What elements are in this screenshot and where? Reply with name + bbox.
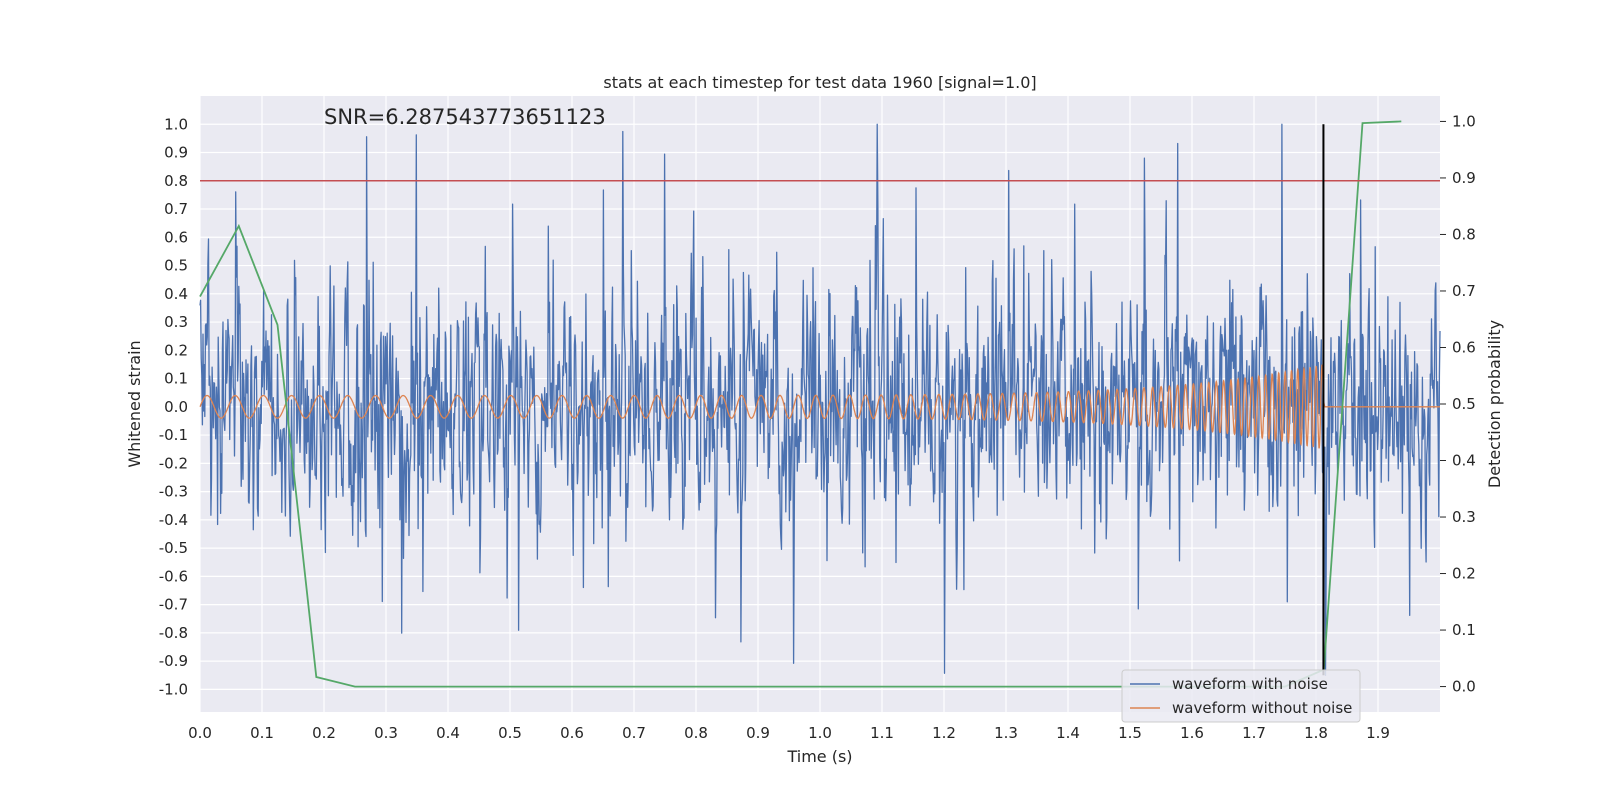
y-tick-label-right: 0.2 [1452, 565, 1476, 583]
y-tick-label-left: 0.5 [164, 257, 188, 275]
legend-label-noisy: waveform with noise [1172, 675, 1328, 693]
y-tick-label-left: 0.6 [164, 228, 188, 246]
y-tick-label-right: 0.6 [1452, 338, 1476, 356]
x-axis-label: Time (s) [786, 747, 852, 766]
x-tick-label: 1.4 [1056, 724, 1080, 742]
x-tick-label: 0.9 [746, 724, 770, 742]
series-waveform-with-noise [199, 123, 1441, 677]
axis-ticks: 0.0 0.1 0.2 0.3 0.4 0.5 0.6 0.7 0.8 0.9 1.0 1.1 1.2 1… [159, 112, 1476, 742]
x-tick-label: 0.8 [684, 724, 708, 742]
reference-lines [200, 124, 1440, 676]
x-tick-label: 1.1 [870, 724, 894, 742]
x-tick-label: 1.0 [808, 724, 832, 742]
y-tick-label-left: -0.9 [159, 652, 188, 670]
x-tick-label: 0.7 [622, 724, 646, 742]
y-tick-label-right: 0.5 [1452, 395, 1476, 413]
legend-label-clean: waveform without noise [1172, 699, 1352, 717]
x-tick-label: 0.4 [436, 724, 460, 742]
x-tick-label: 1.7 [1242, 724, 1266, 742]
legend-box [1121, 669, 1361, 723]
y-tick-label-left: 0.9 [164, 144, 188, 162]
y-tick-label-left: 0.4 [164, 285, 188, 303]
y-tick-label-left: -0.4 [159, 511, 188, 529]
x-tick-label: 1.6 [1180, 724, 1204, 742]
x-tick-label: 0.3 [374, 724, 398, 742]
y-axis-label-left: Whitened strain [125, 340, 144, 467]
x-tick-label: 1.9 [1366, 724, 1390, 742]
y-tick-label-right: 0.0 [1452, 678, 1476, 696]
y-tick-label-right: 0.7 [1452, 282, 1476, 300]
x-tick-label: 0.1 [250, 724, 274, 742]
legend: waveform with noise waveform without noi… [1121, 669, 1361, 723]
x-tick-label: 1.2 [932, 724, 956, 742]
x-tick-label: 1.3 [994, 724, 1018, 742]
y-tick-label-right: 1.0 [1452, 112, 1476, 130]
noisy-waveform-line [199, 123, 1441, 677]
y-tick-label-right: 0.3 [1452, 508, 1476, 526]
y-tick-label-left: 1.0 [164, 115, 188, 133]
y-tick-label-right: 0.9 [1452, 169, 1476, 187]
x-tick-label: 0.6 [560, 724, 584, 742]
y-tick-label-left: -0.3 [159, 483, 188, 501]
y-tick-label-right: 0.1 [1452, 621, 1476, 639]
y-tick-label-left: -0.5 [159, 539, 188, 557]
clean-waveform-line [199, 364, 1440, 449]
x-tick-label: 1.5 [1118, 724, 1142, 742]
y-tick-label-right: 0.4 [1452, 452, 1476, 470]
snr-annotation: SNR=6.287543773651123 [324, 105, 606, 129]
y-tick-label-left: -1.0 [159, 680, 188, 698]
y-tick-label-left: 0.3 [164, 313, 188, 331]
series-waveform-without-noise [199, 364, 1440, 449]
y-tick-label-left: 0.7 [164, 200, 188, 218]
chart-title: stats at each timestep for test data 196… [603, 73, 1036, 92]
x-tick-label: 0.0 [188, 724, 212, 742]
y-tick-label-left: 0.8 [164, 172, 188, 190]
y-tick-label-left: -0.1 [159, 426, 188, 444]
y-tick-label-left: -0.6 [159, 567, 188, 585]
x-tick-label: 0.2 [312, 724, 336, 742]
y-axis-label-right: Detection probability [1485, 320, 1504, 488]
y-tick-label-left: 0.1 [164, 370, 188, 388]
y-tick-label-left: -0.7 [159, 596, 188, 614]
x-tick-label: 0.5 [498, 724, 522, 742]
y-tick-label-left: 0.2 [164, 341, 188, 359]
y-tick-label-left: 0.0 [164, 398, 188, 416]
y-tick-label-left: -0.2 [159, 454, 188, 472]
x-tick-label: 1.8 [1304, 724, 1328, 742]
y-tick-label-right: 0.8 [1452, 225, 1476, 243]
y-tick-label-left: -0.8 [159, 624, 188, 642]
